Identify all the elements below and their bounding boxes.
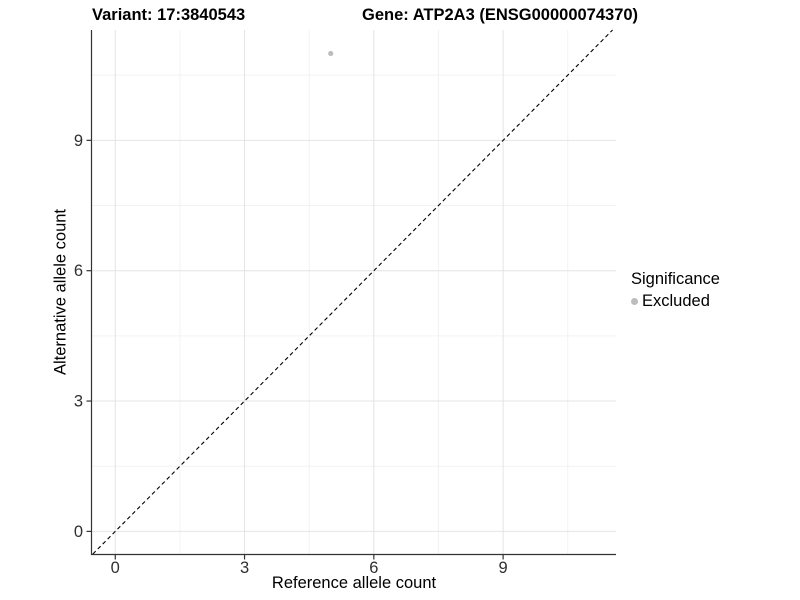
legend-item-excluded: Excluded — [631, 292, 720, 311]
legend-item-label: Excluded — [642, 292, 710, 310]
y-tick-label: 3 — [74, 393, 83, 411]
x-tick-label: 3 — [240, 559, 249, 577]
x-tick-label: 0 — [111, 559, 120, 577]
y-tick-label: 9 — [74, 132, 83, 150]
x-tick-label: 6 — [369, 559, 378, 577]
y-tick-label: 6 — [74, 262, 83, 280]
y-tick-label: 0 — [74, 523, 83, 541]
data-point — [328, 50, 334, 57]
y-axis-label: Alternative allele count — [51, 208, 70, 376]
legend: Significance Excluded — [631, 270, 720, 311]
legend-title: Significance — [631, 270, 720, 288]
excluded-point-swatch — [631, 298, 638, 305]
gene-title: Gene: ATP2A3 (ENSG00000074370) — [362, 6, 639, 24]
variant-title: Variant: 17:3840543 — [92, 6, 246, 24]
x-tick-label: 9 — [499, 559, 508, 577]
x-axis-label: Reference allele count — [271, 574, 437, 592]
identity-dashed-line — [92, 29, 613, 555]
